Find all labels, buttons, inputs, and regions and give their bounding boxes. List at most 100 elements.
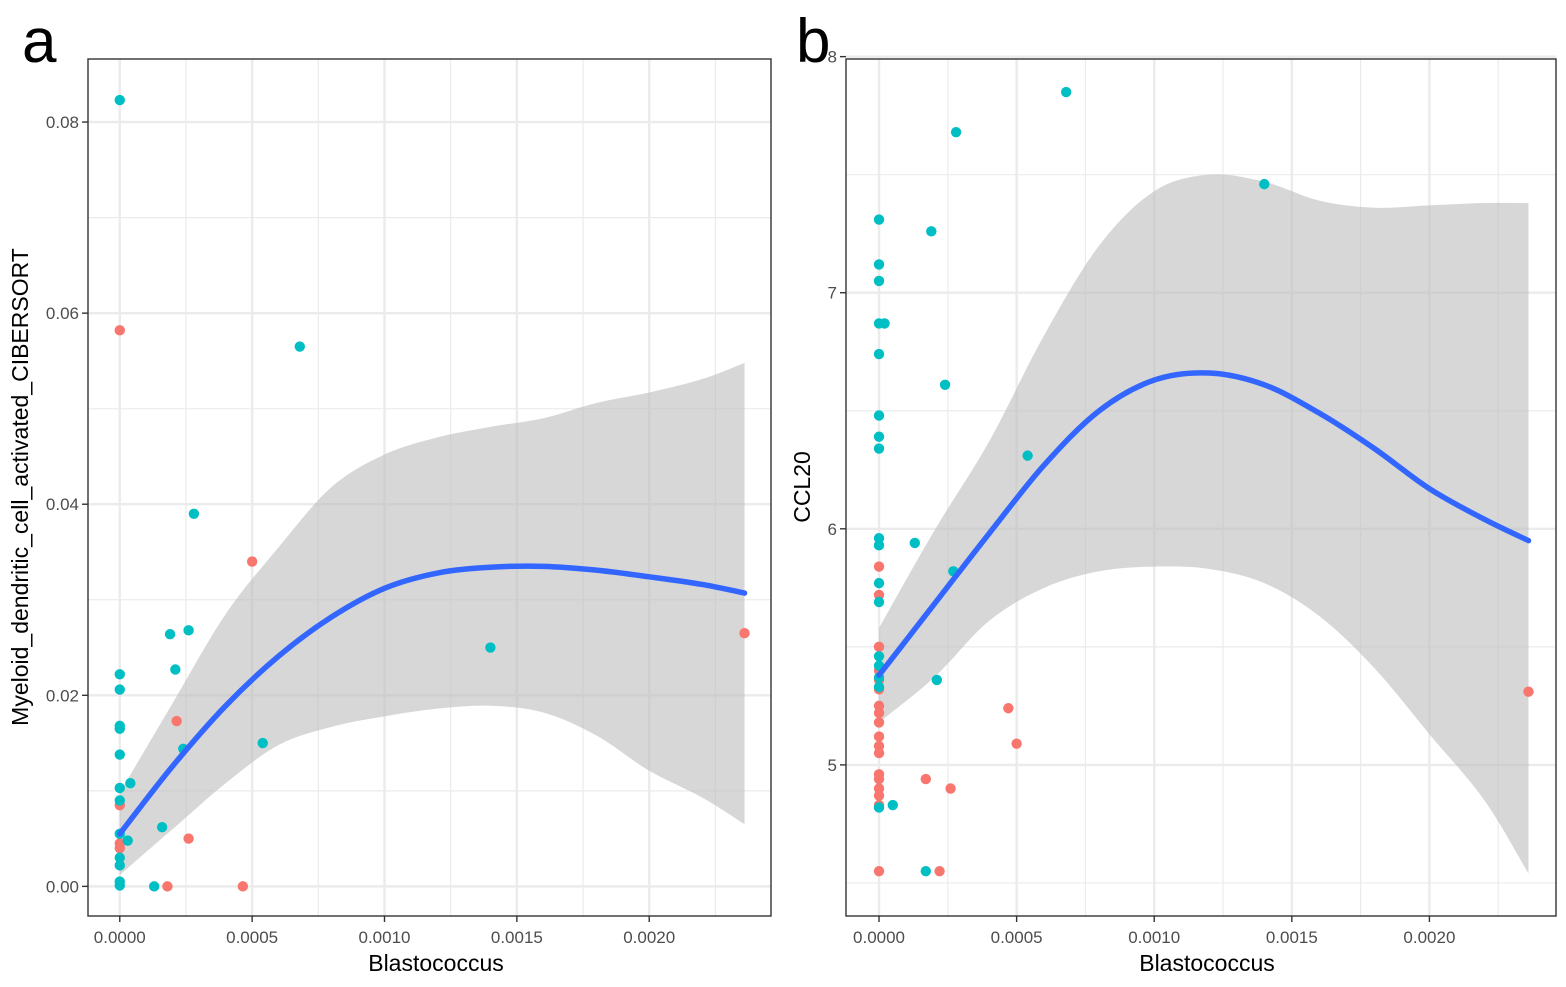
panel-b-point-group2 <box>873 802 885 813</box>
panel-a-point-group1 <box>246 556 258 567</box>
panel-a-point-group2 <box>114 723 125 734</box>
panel-b-x-tick-label: 0.0015 <box>1266 928 1318 947</box>
panel-a-point-group1 <box>237 881 249 892</box>
panel-a-point-group2 <box>122 835 133 846</box>
panel-b: b 0.0000 0.0005 0.0010 0.0015 0.0020 5 6 7 8 Bl… <box>789 7 1557 976</box>
panel-b-point-group2 <box>887 799 898 811</box>
panel-b-point-group2 <box>873 651 885 662</box>
panel-b-point-group1 <box>873 747 885 759</box>
panel-a-x-tick-label: 0.0010 <box>358 928 410 947</box>
panel-a-point-group2 <box>156 821 168 833</box>
panel-b-x-axis-title: Blastococcus <box>1139 950 1275 976</box>
panel-a-x-tick-label: 0.0000 <box>94 928 146 947</box>
panel-b-point-group2 <box>1060 86 1072 98</box>
panel-b-confidence-band <box>879 174 1529 874</box>
panel-a-point-group2 <box>294 341 305 352</box>
panel-b-point-group2 <box>1022 450 1033 461</box>
panel-b-point-group1 <box>1011 738 1022 749</box>
panel-b-point-group1 <box>873 731 885 742</box>
panel-b-x-ticks: 0.0000 0.0005 0.0010 0.0015 0.0020 <box>853 916 1455 947</box>
panel-b-point-group1 <box>873 865 885 877</box>
panel-b-point-group2 <box>909 537 920 549</box>
panel-a-point-group2 <box>114 860 125 871</box>
panel-a: a 0.0000 0.0005 0.0010 0.0015 0.0020 0.00 0.0… <box>7 7 772 976</box>
panel-b-point-group1 <box>873 773 885 785</box>
panel-b-points <box>873 86 1534 877</box>
panel-b-point-group1 <box>873 717 885 728</box>
panel-b-point-group2 <box>939 379 951 391</box>
panel-b-x-tick-label: 0.0005 <box>991 928 1043 947</box>
panel-a-point-group2 <box>114 684 125 695</box>
panel-b-point-group2 <box>873 275 885 287</box>
panel-a-point-group1 <box>183 833 194 844</box>
panel-b-point-group1 <box>873 641 885 653</box>
panel-a-point-group2 <box>188 508 200 519</box>
panel-b-point-group2 <box>873 259 885 270</box>
panel-b-y-axis-title: CCL20 <box>789 451 815 523</box>
panel-a-point-group2 <box>114 880 125 891</box>
panel-b-border <box>845 58 1557 917</box>
panel-a-point-group1 <box>162 881 173 892</box>
panel-b-x-tick-label: 0.0020 <box>1403 928 1455 947</box>
panel-b-y-tick-label: 5 <box>828 756 837 775</box>
panel-a-point-group2 <box>114 749 125 760</box>
panel-b-point-group2 <box>873 681 885 693</box>
panel-a-point-group2 <box>114 94 125 106</box>
panel-b-point-group2 <box>950 126 962 138</box>
panel-a-confidence-band <box>119 362 745 875</box>
panel-a-label: a <box>22 7 57 76</box>
panel-b-point-group1 <box>1003 703 1014 714</box>
panel-b-point-group2 <box>920 865 932 877</box>
panel-b-point-group2 <box>873 410 885 421</box>
panel-a-point-group1 <box>739 627 750 639</box>
panel-b-label: b <box>796 7 830 76</box>
panel-a-y-tick-label: 0.00 <box>46 877 79 896</box>
panel-a-point-group2 <box>114 852 125 863</box>
panel-a-point-group1 <box>114 325 125 336</box>
panel-b-x-tick-label: 0.0010 <box>1128 928 1180 947</box>
panel-a-point-group2 <box>183 625 194 636</box>
panel-b-point-group2 <box>873 577 885 589</box>
panel-b-point-group1 <box>934 865 945 877</box>
panel-b-point-group1 <box>873 790 885 801</box>
panel-a-point-group2 <box>114 782 125 794</box>
panel-b-point-group2 <box>873 443 885 454</box>
panel-a-x-tick-label: 0.0015 <box>491 928 543 947</box>
panel-b-point-group1 <box>873 707 885 719</box>
panel-b-point-group2 <box>873 431 885 442</box>
panel-b-y-tick-label: 7 <box>828 284 837 303</box>
panel-a-x-tick-label: 0.0020 <box>623 928 675 947</box>
panel-a-points <box>114 94 750 892</box>
panel-b-y-tick-label: 6 <box>828 520 837 539</box>
panel-b-y-ticks: 5 6 7 8 <box>828 48 846 775</box>
panel-b-point-group1 <box>920 773 932 785</box>
panel-b-point-group1 <box>1523 686 1534 697</box>
panel-a-point-group2 <box>125 777 136 789</box>
panel-a-point-group2 <box>170 664 181 675</box>
panel-b-point-group2 <box>926 226 937 237</box>
panel-a-y-tick-label: 0.06 <box>46 304 79 323</box>
panel-b-fit-line <box>876 370 1532 678</box>
panel-b-point-group2 <box>1259 178 1270 190</box>
panel-a-border <box>87 58 772 917</box>
panel-a-point-group2 <box>148 881 160 892</box>
panel-a-x-axis-title: Blastococcus <box>368 950 504 976</box>
panel-a-y-tick-label: 0.02 <box>46 686 79 705</box>
panel-b-point-group2 <box>873 214 885 225</box>
panel-a-point-group1 <box>171 715 182 727</box>
panel-a-point-group2 <box>114 669 125 680</box>
panel-a-point-group2 <box>164 628 176 640</box>
panel-a-x-tick-label: 0.0005 <box>226 928 278 947</box>
panel-b-point-group1 <box>945 783 956 794</box>
panel-a-point-group1 <box>114 842 125 854</box>
panel-b-point-group2 <box>873 596 885 608</box>
panel-b-point-group1 <box>873 561 885 572</box>
panel-a-fit-line <box>117 563 748 837</box>
panel-b-x-tick-label: 0.0000 <box>853 928 905 947</box>
panel-a-y-axis-title: Myeloid_dendritic_cell_activated_CIBERSO… <box>7 248 33 726</box>
panel-a-x-ticks: 0.0000 0.0005 0.0010 0.0015 0.0020 <box>94 916 675 947</box>
panel-b-y-tick-label: 8 <box>828 48 837 67</box>
panel-a-y-tick-label: 0.04 <box>46 495 79 514</box>
